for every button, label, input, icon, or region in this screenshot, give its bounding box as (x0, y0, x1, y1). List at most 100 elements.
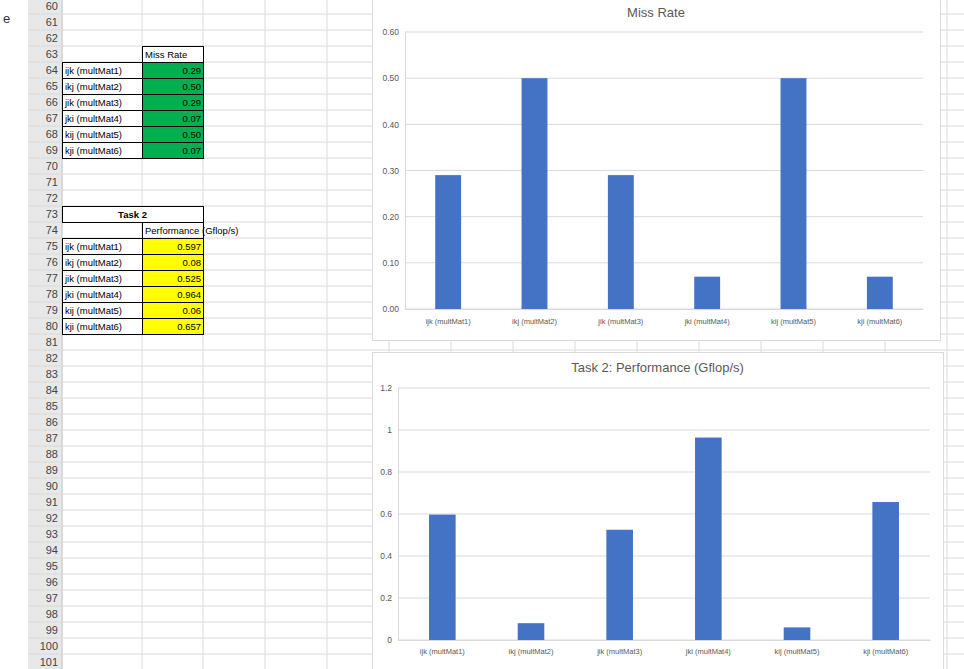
canvas-svg: 6061626364656667686970717273747576777879… (0, 0, 964, 669)
row-number: 85 (46, 400, 58, 412)
row-number: 81 (46, 336, 58, 348)
table-value-cell (143, 127, 204, 143)
grid-line (405, 216, 923, 217)
y-tick: 0.8 (380, 467, 398, 477)
cell-row-line (28, 430, 964, 431)
grid-line (398, 556, 930, 557)
table-label: kji (multMat6) (65, 321, 122, 332)
grid-line (405, 32, 923, 33)
table-label: ijk (multMat1) (65, 65, 122, 76)
y-axis: 0.000.100.200.300.400.500.60 (382, 27, 405, 314)
row-number: 83 (46, 368, 58, 380)
y-tick: 0.30 (382, 166, 405, 176)
table-value: 0.29 (183, 65, 202, 76)
y-tick-label: 0.20 (382, 212, 399, 222)
table-label: ikj (multMat2) (65, 81, 122, 92)
y-tick: 1 (387, 425, 398, 435)
table-value: 0.964 (177, 289, 201, 300)
grid-line (405, 78, 923, 79)
table-value: 0.07 (183, 113, 202, 124)
y-axis-line (405, 33, 406, 310)
y-tick: 0.4 (380, 551, 398, 561)
grid-line (405, 309, 923, 310)
x-tick-label: ijk (multMat1) (426, 317, 472, 326)
x-tick-label: ijk (multMat1) (420, 647, 466, 656)
bar (695, 438, 722, 640)
row-number: 88 (46, 448, 58, 460)
y-tick-label: 0.4 (380, 551, 392, 561)
row-number: 100 (40, 640, 58, 652)
row-number: 96 (46, 576, 58, 588)
x-tick: kij (multMat5) (774, 640, 820, 656)
x-tick: jki (multMat4) (685, 640, 732, 656)
table-header-cell (143, 47, 204, 63)
x-tick: ikj (multMat2) (508, 640, 554, 656)
row-number: 66 (46, 96, 58, 108)
y-tick-label: 0 (387, 635, 392, 645)
x-tick: jik (multMat3) (597, 309, 644, 326)
y-tick: 0.6 (380, 509, 398, 519)
side-panel-text: e (3, 11, 10, 26)
x-tick: kji (multMat6) (857, 309, 903, 326)
row-number: 67 (46, 112, 58, 124)
x-tick-label: jki (multMat4) (685, 647, 732, 656)
y-tick: 0 (387, 635, 398, 645)
row-number: 82 (46, 352, 58, 364)
table-title: Task 2 (118, 209, 147, 220)
y-axis: 00.20.40.60.811.2 (380, 383, 398, 645)
grid (398, 388, 930, 640)
y-tick-label: 0.50 (382, 73, 399, 83)
row-number: 84 (46, 384, 58, 396)
y-tick: 0.50 (382, 73, 405, 83)
y-tick-label: 0.10 (382, 258, 399, 268)
cell-column-line (265, 0, 266, 669)
table-label: kij (multMat5) (65, 129, 122, 140)
page: 6061626364656667686970717273747576777879… (0, 0, 964, 669)
grid-line (398, 640, 930, 641)
bar (518, 623, 545, 640)
row-number: 97 (46, 592, 58, 604)
y-tick: 0.40 (382, 120, 405, 130)
row-number: 63 (46, 48, 58, 60)
grid-line (398, 388, 930, 389)
row-number: 76 (46, 256, 58, 268)
grid-line (405, 124, 923, 125)
table-label-cell (63, 319, 143, 335)
bar (522, 78, 548, 309)
row-number: 80 (46, 320, 58, 332)
y-tick: 0.20 (382, 212, 405, 222)
table-value-cell (143, 95, 204, 111)
chart-frame (373, 0, 941, 341)
bar (867, 277, 893, 309)
bars (429, 438, 899, 640)
table-label: kij (multMat5) (65, 305, 122, 316)
grid-line (398, 598, 930, 599)
row-number: 73 (46, 208, 58, 220)
x-tick: jik (multMat3) (596, 640, 643, 656)
grid (405, 32, 923, 309)
table-label-cell (63, 127, 143, 143)
y-tick-label: 1 (387, 425, 392, 435)
table-value-cell (143, 255, 204, 271)
x-tick: kij (multMat5) (771, 309, 817, 326)
table-value-cell (143, 63, 204, 79)
row-number: 101 (40, 656, 58, 668)
table-label-cell (63, 255, 143, 271)
bar (429, 515, 456, 640)
row-number: 89 (46, 464, 58, 476)
table-label-cell (63, 79, 143, 95)
row-number: 64 (46, 64, 58, 76)
row-number: 72 (46, 192, 58, 204)
y-tick-label: 1.2 (380, 383, 392, 393)
table-value-cell (143, 111, 204, 127)
y-tick-label: 0.6 (380, 509, 392, 519)
table-label: jki (multMat4) (64, 289, 122, 300)
x-tick: ikj (multMat2) (512, 309, 558, 326)
x-axis-line (399, 640, 931, 641)
table-header: Performance (Gflop/s) (145, 225, 238, 236)
row-number: 60 (46, 0, 58, 12)
table-header: Miss Rate (145, 49, 187, 60)
cell-column-line (327, 0, 328, 669)
row-number: 77 (46, 272, 58, 284)
bar (606, 530, 633, 640)
